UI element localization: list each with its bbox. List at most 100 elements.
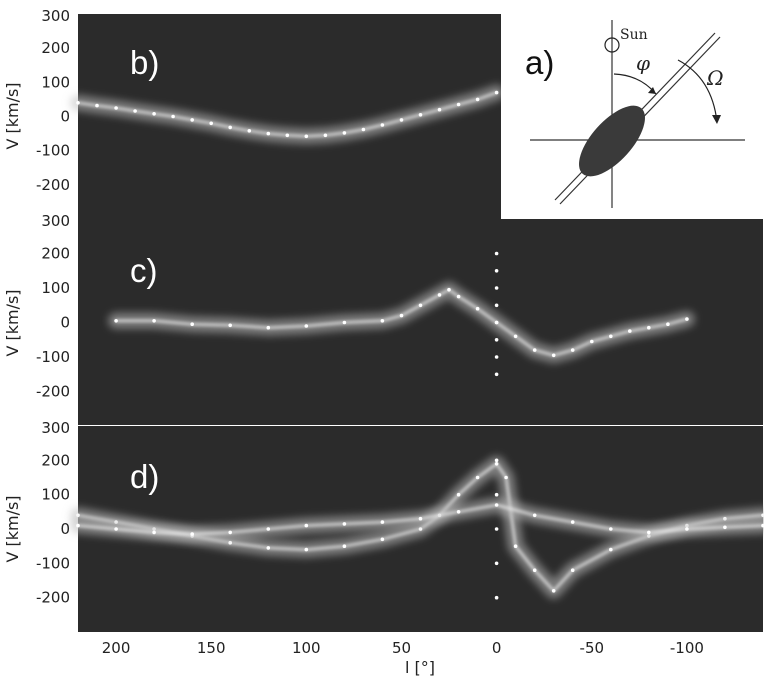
panel-c-y-axis-label: V [km/s] [3, 289, 22, 356]
data-point [456, 492, 461, 497]
data-point [494, 492, 499, 497]
sun-label: Sun [620, 27, 648, 43]
data-point [380, 123, 385, 127]
data-point [152, 319, 156, 323]
data-point [504, 475, 508, 480]
data-point [723, 525, 727, 530]
data-point [494, 320, 499, 325]
data-point [494, 595, 499, 600]
data-point [361, 127, 366, 132]
data-point [418, 516, 423, 521]
y-tick-label: 200 [41, 451, 70, 469]
phi-symbol: φ [636, 51, 650, 75]
data-point [76, 523, 80, 528]
panel-c-label: c) [130, 252, 158, 289]
data-point [228, 530, 232, 535]
data-point [761, 523, 764, 528]
x-tick-label: 100 [292, 639, 321, 657]
panel-d-label: d) [130, 458, 159, 495]
data-point [456, 102, 461, 107]
data-point [437, 293, 442, 297]
data-point [114, 527, 118, 531]
x-tick-label: 50 [392, 639, 411, 657]
data-point [513, 544, 518, 548]
panel-d-marks [70, 452, 764, 606]
data-point [609, 547, 613, 552]
data-point [304, 523, 309, 528]
x-tick-label: -50 [580, 639, 605, 657]
data-point [609, 527, 613, 531]
data-point [171, 114, 175, 119]
data-point [494, 355, 499, 359]
panel-d-y-axis-label: V [km/s] [3, 495, 22, 562]
data-point [418, 527, 423, 531]
data-point [190, 532, 194, 536]
series-1-line [76, 462, 764, 593]
y-tick-label: -200 [36, 383, 70, 401]
data-point [76, 513, 80, 518]
data-point [513, 334, 518, 339]
data-point [609, 334, 613, 339]
data-point [685, 527, 689, 531]
y-tick-label: 300 [41, 7, 70, 25]
data-point [647, 325, 651, 330]
data-point [285, 133, 290, 138]
data-point [761, 513, 764, 518]
data-point [551, 589, 556, 593]
data-point [228, 540, 232, 545]
x-axis-label: l [°] [405, 658, 435, 677]
omega-rotation-arc [677, 59, 718, 123]
data-point [494, 527, 499, 531]
panel-d-x-ticks: 200 150 100 50 0 -50 -100 [102, 639, 704, 657]
data-point [228, 323, 232, 328]
data-point [475, 97, 480, 102]
data-point [570, 568, 575, 572]
data-point [685, 317, 689, 321]
data-point [437, 107, 442, 112]
data-point [380, 520, 385, 524]
data-point [76, 101, 80, 105]
data-point [532, 348, 537, 352]
data-point [475, 475, 480, 480]
data-point [266, 527, 271, 531]
panel-c-y-ticks: 300 200 100 0 -100 -200 [36, 212, 70, 401]
omega-arrowhead [712, 115, 721, 124]
data-point [342, 131, 347, 135]
data-point [666, 322, 670, 327]
y-tick-label: 200 [41, 39, 70, 57]
data-point [380, 319, 385, 323]
y-tick-label: -200 [36, 589, 70, 607]
panel-b-label: b) [130, 44, 159, 81]
data-point [209, 121, 213, 126]
x-tick-label: 0 [492, 639, 502, 657]
data-point [247, 129, 252, 133]
y-tick-label: 100 [41, 73, 70, 91]
y-tick-label: -100 [36, 142, 70, 160]
data-point [494, 303, 499, 308]
data-point [152, 112, 156, 116]
data-point [494, 561, 499, 566]
data-point [114, 319, 118, 323]
x-tick-label: 150 [197, 639, 226, 657]
y-tick-label: -100 [36, 554, 70, 572]
inset-label: a) [525, 44, 554, 81]
panel-c: c) 300 200 100 0 -100 -200 V [km/s] [3, 212, 763, 425]
data-point [532, 513, 537, 518]
data-point [590, 339, 594, 344]
panel-c-marks [108, 245, 695, 383]
data-point [447, 287, 451, 292]
data-point [228, 125, 232, 130]
data-point [475, 306, 480, 311]
data-point [342, 522, 347, 526]
data-point [133, 109, 137, 113]
data-point [95, 103, 99, 108]
y-tick-label: 200 [41, 245, 70, 263]
data-point [418, 113, 423, 117]
data-point [304, 134, 309, 139]
data-point [570, 520, 575, 524]
data-point [266, 325, 271, 330]
data-point [456, 510, 461, 514]
data-point [494, 286, 499, 290]
data-point [456, 294, 461, 299]
data-point [494, 372, 499, 377]
